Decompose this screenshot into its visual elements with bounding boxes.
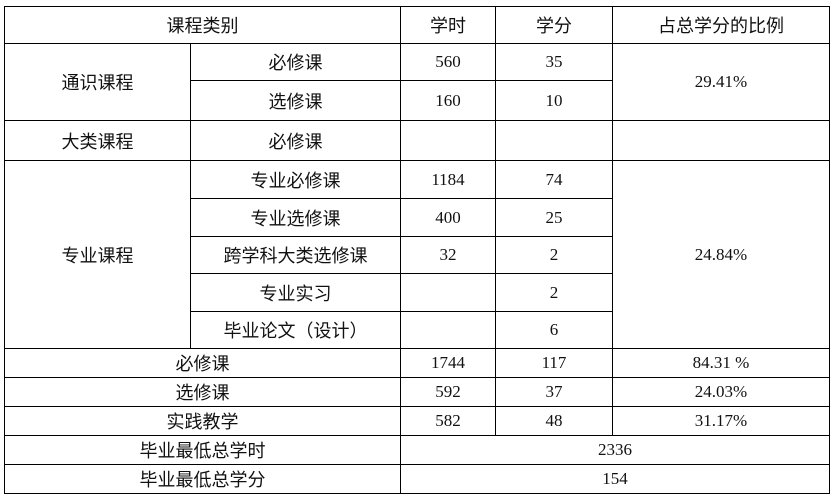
summary-label: 实践教学 <box>4 406 401 436</box>
major-label: 专业课程 <box>4 160 191 349</box>
course-type: 毕业论文（设计） <box>190 311 401 349</box>
course-type: 专业选修课 <box>190 198 401 237</box>
course-type: 必修课 <box>190 43 401 81</box>
hours-cell <box>400 120 496 161</box>
header-ratio: 占总学分的比例 <box>612 6 830 44</box>
hours-cell: 32 <box>400 236 496 274</box>
ratio-cell <box>612 120 830 161</box>
ratio-cell: 31.17% <box>612 406 830 436</box>
credits-cell: 10 <box>495 80 613 121</box>
summary-label: 选修课 <box>4 377 401 407</box>
hours-cell: 1744 <box>400 348 496 378</box>
hours-cell: 160 <box>400 80 496 121</box>
credits-cell: 6 <box>495 311 613 349</box>
table-row: 跨学科大类选修课 32 2 <box>5 236 830 274</box>
summary-row: 实践教学 582 48 31.17% <box>4 406 830 436</box>
summary-label: 必修课 <box>4 348 401 378</box>
total-row: 毕业最低总学分 154 <box>4 464 830 494</box>
credits-cell <box>495 120 613 161</box>
credits-cell: 74 <box>495 160 613 199</box>
hours-cell: 582 <box>400 406 496 436</box>
hours-cell: 400 <box>400 198 496 237</box>
credits-cell: 2 <box>495 273 613 312</box>
hours-cell: 1184 <box>400 160 496 199</box>
general-ratio: 29.41% <box>612 43 830 121</box>
table-row: 专业课程 专业必修课 1184 74 24.84% <box>4 160 830 349</box>
header-row: 课程类别 学时 学分 占总学分的比例 <box>4 6 830 44</box>
curriculum-credit-table: 课程类别 学时 学分 占总学分的比例 通识课程 必修课 560 35 29.41… <box>4 6 830 494</box>
broad-label: 大类课程 <box>4 120 191 161</box>
header-hours: 学时 <box>400 6 496 44</box>
course-type: 必修课 <box>190 120 401 161</box>
general-label: 通识课程 <box>4 43 191 121</box>
major-ratio: 24.84% <box>612 160 830 349</box>
course-type: 跨学科大类选修课 <box>190 236 401 274</box>
course-type: 专业必修课 <box>190 160 401 199</box>
hours-cell <box>400 273 496 312</box>
table-row: 通识课程 必修课 560 35 29.41% <box>4 43 830 121</box>
credits-cell: 25 <box>495 198 613 237</box>
course-type: 选修课 <box>190 80 401 121</box>
table-row: 专业实习 2 <box>5 273 830 312</box>
total-row: 毕业最低总学时 2336 <box>4 435 830 465</box>
credits-cell: 35 <box>495 43 613 81</box>
credits-cell: 117 <box>495 348 613 378</box>
total-label: 毕业最低总学分 <box>4 464 401 494</box>
credits-cell: 37 <box>495 377 613 407</box>
hours-cell <box>400 311 496 349</box>
ratio-cell: 84.31 % <box>612 348 830 378</box>
ratio-cell: 24.03% <box>612 377 830 407</box>
course-type: 专业实习 <box>190 273 401 312</box>
hours-cell: 592 <box>400 377 496 407</box>
header-credits: 学分 <box>495 6 613 44</box>
table-row: 选修课 160 10 <box>5 80 830 121</box>
credits-cell: 2 <box>495 236 613 274</box>
table-row: 专业选修课 400 25 <box>5 198 830 237</box>
header-category: 课程类别 <box>4 6 401 44</box>
total-value: 2336 <box>400 435 830 465</box>
summary-row: 选修课 592 37 24.03% <box>4 377 830 407</box>
hours-cell: 560 <box>400 43 496 81</box>
table-row: 大类课程 必修课 <box>4 120 830 161</box>
total-value: 154 <box>400 464 830 494</box>
summary-row: 必修课 1744 117 84.31 % <box>4 348 830 378</box>
total-label: 毕业最低总学时 <box>4 435 401 465</box>
credits-cell: 48 <box>495 406 613 436</box>
